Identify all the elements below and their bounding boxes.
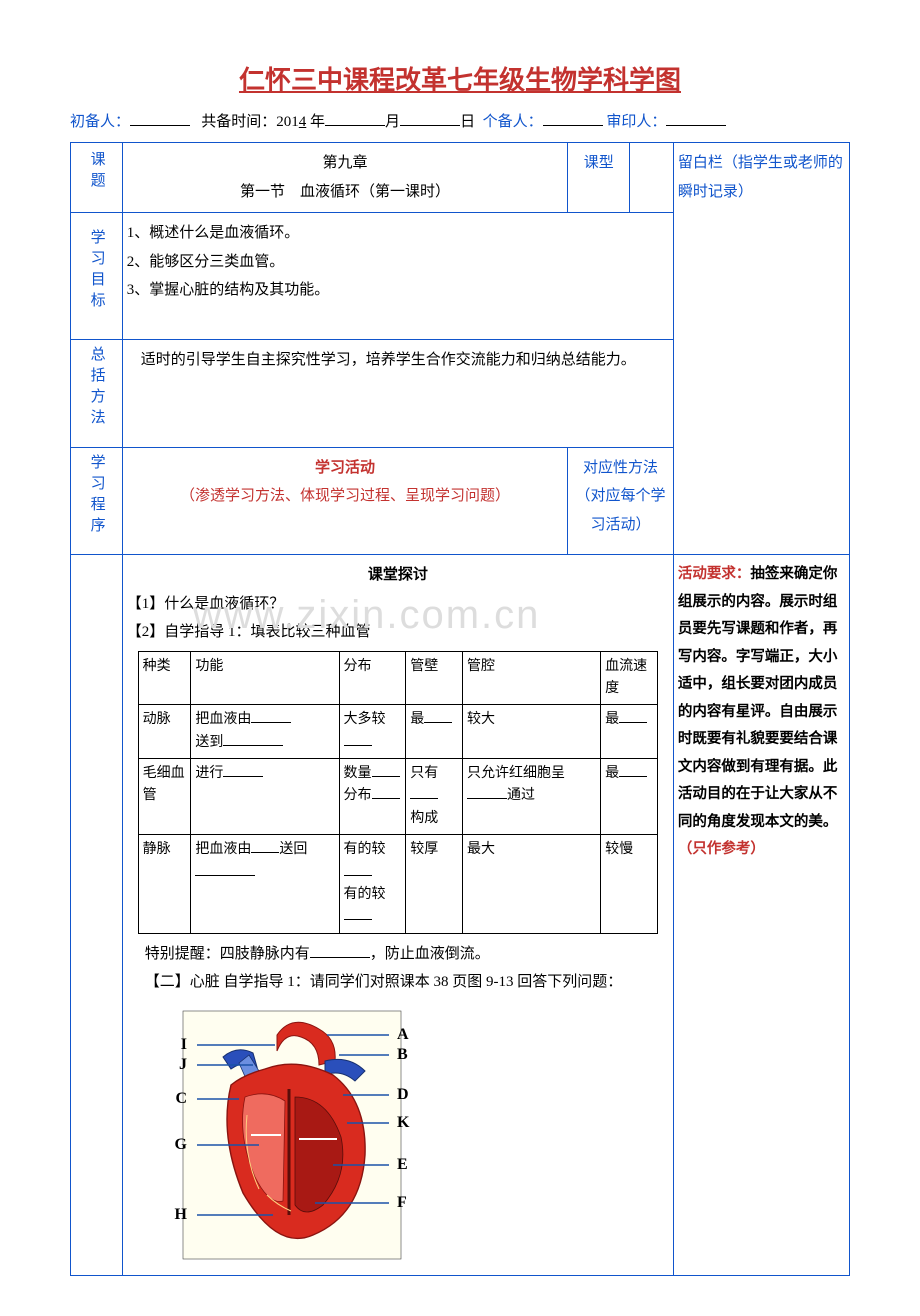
preparer-label: 初备人： (70, 114, 130, 130)
method-header: 对应性方法 （对应每个学习活动） (568, 447, 674, 555)
coprep-label: 共备时间： (201, 114, 276, 130)
content-main: www.zixin.com.cn 课堂探讨 【1】什么是血液循环？ 【2】自学指… (122, 555, 673, 1276)
heart-label-A: A (397, 1026, 409, 1043)
type-cell[interactable] (630, 143, 674, 213)
review-label: 审印人： (606, 114, 666, 130)
section-title: 课堂探讨 (127, 561, 669, 590)
topic-label: 课题 (71, 143, 123, 213)
type-label: 课型 (568, 143, 630, 213)
method-cell: 适时的引导学生自主探究性学习，培养学生合作交流能力和归纳总结能力。 (122, 340, 673, 448)
topic-cell: 第九章 第一节 血液循环（第一课时） (122, 143, 567, 213)
heart-label-H: H (174, 1206, 187, 1223)
heart-label-K: K (397, 1114, 410, 1131)
vessel-table: 种类 功能 分布 管壁 管腔 血流速度 动脉 把血液由送到 大多较 最 较大 最… (138, 651, 658, 934)
self-label: 个备人： (483, 114, 543, 130)
part2-heading: 【二】心脏 自学指导 1：请同学们对照课本 38 页图 9-13 回答下列问题： (127, 968, 669, 997)
meta-line: 初备人： 共备时间：2014 年月日 个备人： 审印人： (70, 109, 850, 136)
objectives-cell: 1、概述什么是血液循环。 2、能够区分三类血管。 3、掌握心脏的结构及其功能。 (122, 213, 673, 340)
table-row: 动脉 把血液由送到 大多较 最 较大 最 (138, 705, 657, 759)
table-row: 毛细血管 进行 数量分布 只有构成 只允许红细胞呈通过 最 (138, 759, 657, 835)
heart-label-D: D (397, 1086, 409, 1103)
content-side (71, 555, 123, 1276)
table-row: 种类 功能 分布 管壁 管腔 血流速度 (138, 651, 657, 705)
activity-req-label: 活动要求： (678, 566, 751, 582)
heart-label-B: B (397, 1046, 408, 1063)
heart-diagram: I J C G H A B D K E F (127, 1005, 669, 1265)
page-title: 仁怀三中课程改革七年级生物学科学图 (70, 60, 850, 97)
method-label: 总括方法 (71, 340, 123, 448)
heart-label-F: F (397, 1194, 407, 1211)
objectives-label: 学习目标 (71, 213, 123, 340)
heart-label-J: J (179, 1056, 187, 1073)
q2: 【2】自学指导 1：填表比较三种血管 (127, 618, 669, 647)
heart-label-E: E (397, 1156, 408, 1173)
procedure-label: 学习程序 (71, 447, 123, 555)
activity-header: 学习活动 （渗透学习方法、体现学习过程、呈现学习问题） (122, 447, 567, 555)
heart-label-G: G (174, 1136, 187, 1153)
lesson-plan-table: 课题 第九章 第一节 血液循环（第一课时） 课型 留白栏（指学生或老师的瞬时记录… (70, 142, 850, 1276)
heart-label-I: I (181, 1036, 187, 1053)
heart-label-C: C (175, 1090, 187, 1107)
reminder: 特别提醒：四肢静脉内有，防止血液倒流。 (127, 940, 669, 969)
sidebar-notes: 活动要求：抽签来确定你组展示的内容。展示时组员要先写课题和作者，再写内容。字写端… (673, 555, 849, 1276)
margin-label: 留白栏（指学生或老师的瞬时记录） (673, 143, 849, 555)
q1: 【1】什么是血液循环？ (127, 590, 669, 619)
table-row: 静脉 把血液由送回 有的较有的较 较厚 最大 较慢 (138, 835, 657, 934)
